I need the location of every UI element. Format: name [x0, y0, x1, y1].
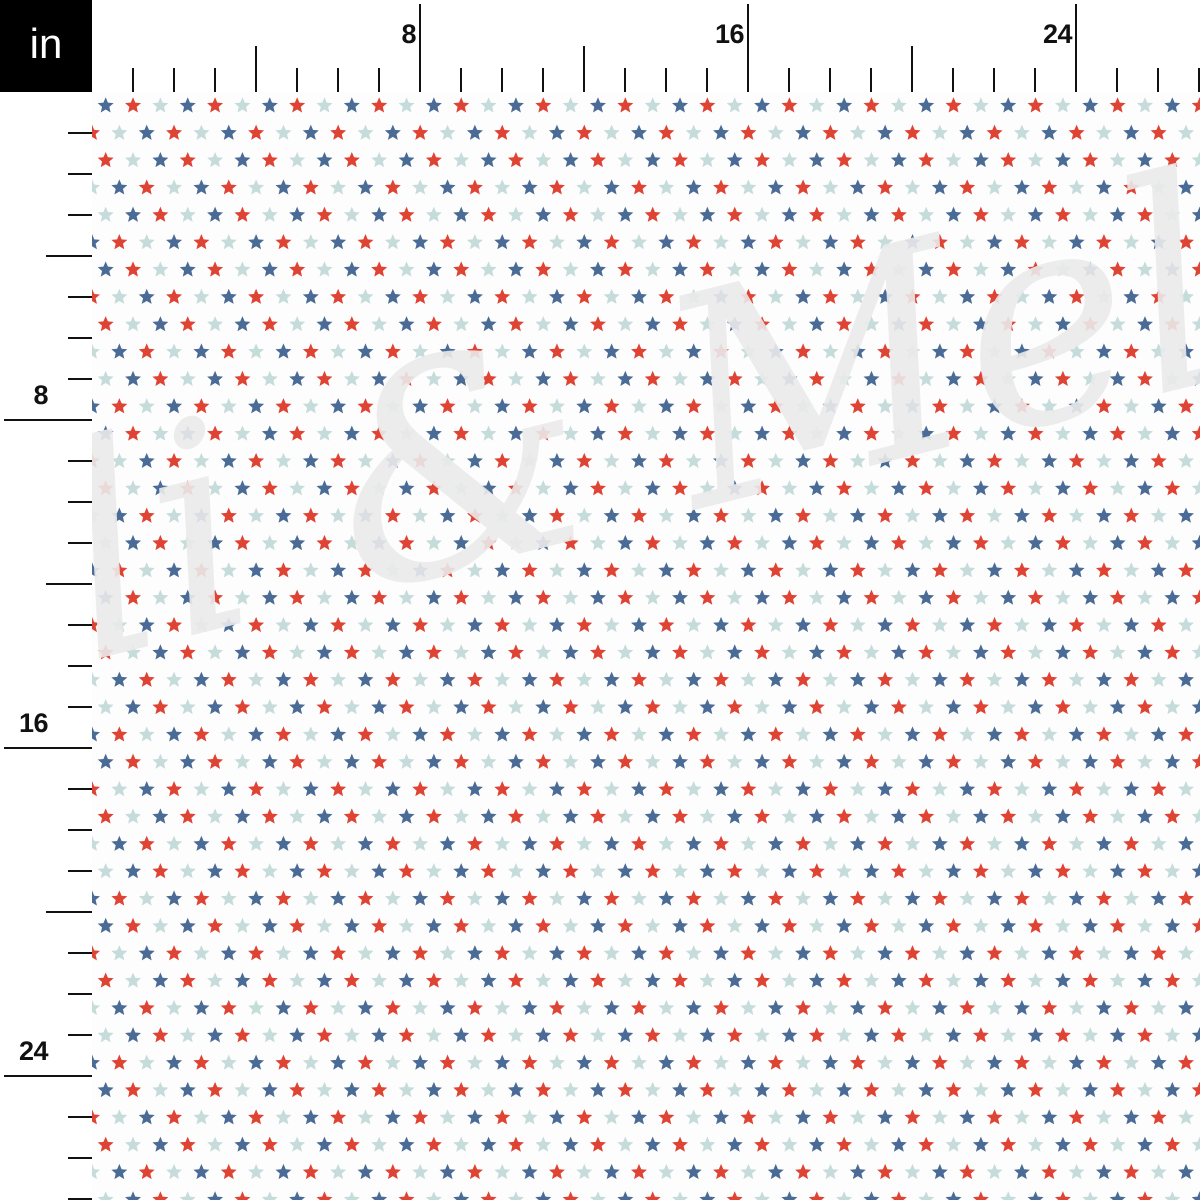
ruler-tick-minor [46, 255, 92, 257]
ruler-label-top-16: 16 [714, 19, 745, 49]
ruler-tick-minor [788, 68, 790, 92]
ruler-tick-minor [68, 1157, 92, 1159]
ruler-tick-minor [68, 1198, 92, 1200]
star-pattern-canvas [92, 97, 1200, 1200]
ruler-tick-minor [46, 911, 92, 913]
ruler-tick-minor [1116, 68, 1118, 92]
ruler-tick-minor [68, 706, 92, 708]
ruler-tick-major [4, 419, 92, 421]
ruler-tick-major [747, 4, 749, 92]
ruler-tick-minor [337, 68, 339, 92]
unit-badge-label: in [29, 20, 63, 67]
ruler-tick-minor [68, 624, 92, 626]
ruler-tick-minor [173, 68, 175, 92]
ruler-label-left-24: 24 [18, 1036, 49, 1066]
ruler-tick-minor [68, 1116, 92, 1118]
ruler-tick-minor [829, 68, 831, 92]
ruler-tick-minor [870, 68, 872, 92]
ruler-tick-minor [214, 68, 216, 92]
ruler-tick-minor [68, 788, 92, 790]
ruler-horizontal: 8 16 24 [0, 0, 1200, 92]
ruler-tick-minor [542, 68, 544, 92]
ruler-tick-minor [68, 501, 92, 503]
ruler-tick-minor [68, 665, 92, 667]
ruler-tick-minor [993, 68, 995, 92]
ruler-tick-minor [296, 68, 298, 92]
ruler-tick-minor [68, 952, 92, 954]
ruler-tick-minor [624, 68, 626, 92]
ruler-label-left-8: 8 [33, 380, 48, 410]
ruler-tick-minor [68, 993, 92, 995]
ruler-tick-minor [68, 214, 92, 216]
ruler-tick-minor [68, 337, 92, 339]
fabric-swatch-area: Juli & Mella [92, 92, 1200, 1200]
ruler-tick-major [419, 4, 421, 92]
ruler-tick-minor [1034, 68, 1036, 92]
ruler-label-top-8: 8 [401, 19, 416, 49]
ruler-tick-minor [68, 173, 92, 175]
ruler-tick-minor [68, 542, 92, 544]
ruler-tick-minor [706, 68, 708, 92]
ruler-tick-minor [68, 829, 92, 831]
ruler-tick-minor [501, 68, 503, 92]
ruler-tick-minor [68, 378, 92, 380]
ruler-tick-minor [68, 460, 92, 462]
ruler-tick-major [4, 1075, 92, 1077]
ruler-tick-minor [68, 132, 92, 134]
ruler-tick-minor [68, 1034, 92, 1036]
ruler-tick-minor [1157, 68, 1159, 92]
ruler-tick-minor [583, 46, 585, 92]
ruler-label-left-16: 16 [18, 708, 49, 738]
ruler-label-top-24: 24 [1042, 19, 1073, 49]
ruler-tick-minor [665, 68, 667, 92]
ruler-tick-minor [68, 296, 92, 298]
unit-badge[interactable]: in [0, 0, 92, 92]
ruler-tick-minor [46, 583, 92, 585]
star-group-navy-blue [92, 97, 1200, 1200]
ruler-tick-minor [132, 68, 134, 92]
ruler-vertical: 8 16 24 [0, 0, 92, 1200]
ruler-tick-major [4, 747, 92, 749]
ruler-tick-minor [952, 68, 954, 92]
ruler-tick-major [1075, 4, 1077, 92]
ruler-tick-minor [460, 68, 462, 92]
ruler-tick-minor [255, 46, 257, 92]
ruler-tick-minor [68, 870, 92, 872]
ruler-tick-minor [1198, 68, 1200, 92]
ruler-tick-minor [378, 68, 380, 92]
ruler-tick-minor [911, 46, 913, 92]
